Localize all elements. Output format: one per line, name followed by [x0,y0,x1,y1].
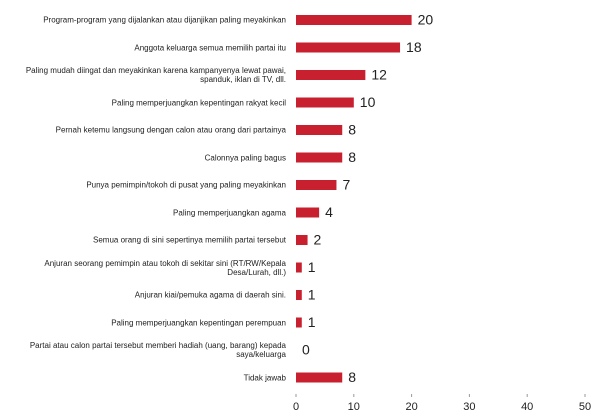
bar [296,125,343,135]
value-label: 8 [348,122,356,138]
category-label: Pernah ketemu langsung dengan calon atau… [55,125,286,135]
bar [296,290,302,300]
bar [296,207,320,218]
category-label: Program-program yang dijalankan atau dij… [43,15,286,25]
value-label: 4 [325,204,333,220]
value-label: 10 [360,94,376,110]
x-tick-label: 50 [579,401,591,413]
category-label: Paling mudah diingat dan meyakinkan kare… [25,66,286,84]
value-label: 1 [308,259,316,275]
category-label: Anjuran kiai/pemuka agama di daerah sini… [134,290,286,300]
value-label: 2 [314,232,322,248]
category-label: Paling memperjuangkan kepentingan rakyat… [111,98,286,107]
bar [296,15,412,25]
bar [296,262,302,273]
value-label: 8 [348,149,356,165]
category-label: Tidak jawab [243,373,286,382]
category-label: Calonnya paling bagus [204,153,286,162]
bar [296,372,343,383]
value-label: 20 [418,12,434,28]
value-label: 7 [342,177,350,193]
bar [296,235,308,245]
x-tick-label: 40 [521,401,533,413]
bar [296,317,302,328]
category-label: Semua orang di sini sepertinya memilih p… [93,235,286,245]
category-label: Anjuran seorang pemimpin atau tokoh di s… [44,258,286,277]
value-label: 12 [371,67,387,83]
value-label: 1 [308,314,316,330]
value-label: 1 [308,287,316,303]
category-label: Paling memperjuangkan kepentingan peremp… [111,318,286,327]
bar [296,180,337,190]
bar [296,152,343,163]
category-label: Paling memperjuangkan agama [173,208,286,217]
x-tick-label: 30 [463,401,475,413]
bar [296,42,401,53]
value-label: 18 [406,39,422,55]
x-tick-label: 10 [348,401,360,413]
category-label: Punya pemimpin/tokoh di pusat yang palin… [86,180,286,190]
value-label: 0 [302,342,310,358]
bar [296,70,366,80]
value-label: 8 [348,369,356,385]
x-tick-label: 0 [293,401,299,413]
category-label: Anggota keluarga semua memilih partai it… [134,43,286,52]
bar [296,97,354,108]
x-tick-label: 20 [405,401,417,413]
category-label: Partai atau calon partai tersebut member… [29,341,286,359]
